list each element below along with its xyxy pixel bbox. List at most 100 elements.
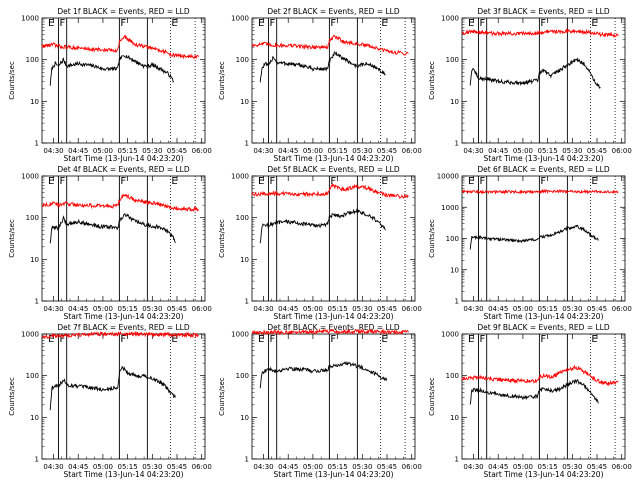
plot-frame <box>41 17 206 144</box>
y-tick-label: 100 <box>236 56 249 64</box>
x-tick-label: 05:30 <box>142 305 162 313</box>
x-tick-label: 05:30 <box>142 463 162 471</box>
x-tick-label: 05:45 <box>167 305 187 313</box>
x-tick-label: 05:45 <box>587 305 607 313</box>
plot-frame <box>251 333 416 460</box>
x-tick-label: 05:00 <box>513 463 533 471</box>
series-lld-line <box>251 183 409 199</box>
y-axis-label: Counts/sec <box>218 219 226 258</box>
marker-label: F <box>269 334 275 345</box>
x-tick-label: 05:15 <box>118 463 138 471</box>
x-axis-label: Start Time (13-Jun-14 04:23:20) <box>484 312 604 321</box>
chart-panel: Det 5f BLACK = Events, RED = LLD 1 10 100 10… <box>218 165 422 321</box>
marker-label: F <box>540 334 546 345</box>
marker-label: E <box>591 18 597 29</box>
y-tick-label: 1000 <box>441 331 459 339</box>
y-tick-label: 100 <box>446 56 459 64</box>
y-tick-label: 1000 <box>441 15 459 23</box>
x-tick-label: 04:30 <box>43 147 63 155</box>
series-lld-line <box>41 34 199 60</box>
chart-title: Det 4f BLACK = Events, RED = LLD <box>57 165 190 174</box>
y-tick-label: 10 <box>240 98 249 106</box>
chart-title: Det 9f BLACK = Events, RED = LLD <box>477 323 610 332</box>
x-tick-label: 05:45 <box>167 147 187 155</box>
x-axis-label: Start Time (13-Jun-14 04:23:20) <box>274 470 394 479</box>
marker-label: F <box>330 176 336 187</box>
y-axis-label: Counts/sec <box>218 61 226 100</box>
x-tick-label: 05:15 <box>118 147 138 155</box>
series-lld-line <box>41 330 199 340</box>
marker-label: F <box>540 18 546 29</box>
y-tick-label: 1 <box>245 298 249 306</box>
y-axis-label: Counts/sec <box>8 377 16 416</box>
y-tick-label: 1000 <box>231 331 249 339</box>
x-tick-label: 06:00 <box>612 463 632 471</box>
chart-panel: Det 8f BLACK = Events, RED = LLD 1 10 100 10… <box>218 323 422 479</box>
chart-title: Det 5f BLACK = Events, RED = LLD <box>267 165 400 174</box>
x-tick-label: 05:30 <box>562 147 582 155</box>
marker-label: E <box>48 334 54 345</box>
plot-frame <box>41 175 206 302</box>
marker-label: E <box>48 176 54 187</box>
x-axis-label: Start Time (13-Jun-14 04:23:20) <box>484 154 604 163</box>
x-tick-label: 05:15 <box>538 147 558 155</box>
x-tick-label: 05:15 <box>328 463 348 471</box>
x-tick-label: 05:00 <box>513 147 533 155</box>
x-tick-label: 04:30 <box>253 463 273 471</box>
y-axis-label: Counts/sec <box>428 61 436 100</box>
chart-title: Det 3f BLACK = Events, RED = LLD <box>477 7 610 16</box>
plot-frame <box>251 17 416 144</box>
series-lld-line <box>251 328 409 336</box>
x-tick-label: 04:30 <box>43 463 63 471</box>
y-axis-label: Counts/sec <box>8 61 16 100</box>
marker-label: F <box>269 176 275 187</box>
x-tick-label: 05:30 <box>562 305 582 313</box>
x-tick-label: 05:00 <box>93 147 113 155</box>
x-tick-label: 04:45 <box>278 463 298 471</box>
chart-panel: Det 7f BLACK = Events, RED = LLD 1 10 100 10… <box>8 323 212 479</box>
x-tick-label: 05:30 <box>352 463 372 471</box>
x-tick-label: 05:30 <box>562 463 582 471</box>
chart-title: Det 2f BLACK = Events, RED = LLD <box>267 7 400 16</box>
marker-label: E <box>468 18 474 29</box>
marker-label: F <box>59 334 65 345</box>
chart-panel: Det 3f BLACK = Events, RED = LLD 1 10 100 10… <box>428 7 632 163</box>
x-tick-label: 05:45 <box>377 147 397 155</box>
y-tick-label: 1 <box>455 140 459 148</box>
x-tick-label: 05:00 <box>303 463 323 471</box>
chart-panel: Det 6f BLACK = Events, RED = LLD 1 10 100 10… <box>428 165 632 321</box>
x-tick-label: 04:45 <box>488 463 508 471</box>
y-tick-label: 10 <box>30 98 39 106</box>
marker-label: F <box>540 176 546 187</box>
marker-label: E <box>381 334 387 345</box>
y-tick-label: 100 <box>236 214 249 222</box>
marker-label: F <box>330 334 336 345</box>
chart-title: Det 1f BLACK = Events, RED = LLD <box>57 7 190 16</box>
plot-frame <box>251 175 416 302</box>
x-tick-label: 04:30 <box>463 305 483 313</box>
chart-title: Det 7f BLACK = Events, RED = LLD <box>57 323 190 332</box>
marker-label: F <box>59 176 65 187</box>
series-lld-line <box>41 193 199 213</box>
y-tick-label: 1000 <box>231 15 249 23</box>
y-tick-label: 100 <box>446 372 459 380</box>
series-lld-line <box>251 34 409 56</box>
chart-panel: Det 1f BLACK = Events, RED = LLD 1 10 100 10… <box>8 7 212 163</box>
x-axis-label: Start Time (13-Jun-14 04:23:20) <box>274 312 394 321</box>
marker-label: E <box>468 334 474 345</box>
x-tick-label: 04:45 <box>278 305 298 313</box>
marker-label: E <box>258 176 264 187</box>
marker-label: F <box>120 18 126 29</box>
x-tick-label: 06:00 <box>192 147 212 155</box>
chart-panel: Det 2f BLACK = Events, RED = LLD 1 10 100 10… <box>218 7 422 163</box>
series-events-line <box>49 55 174 86</box>
marker-label: E <box>171 334 177 345</box>
marker-label: E <box>258 18 264 29</box>
y-tick-label: 100 <box>26 372 39 380</box>
x-tick-label: 05:30 <box>352 147 372 155</box>
y-tick-label: 10 <box>450 266 459 274</box>
x-tick-label: 05:45 <box>377 463 397 471</box>
x-tick-label: 05:00 <box>93 305 113 313</box>
y-tick-label: 100 <box>26 214 39 222</box>
y-tick-label: 10000 <box>437 173 459 181</box>
